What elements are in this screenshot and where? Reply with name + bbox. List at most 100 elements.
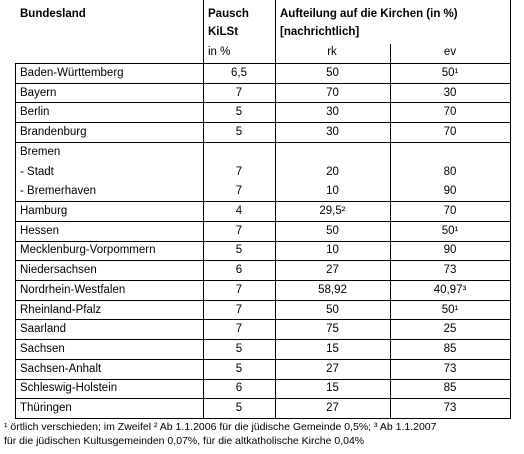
- cell: 29,5²: [319, 204, 346, 217]
- header-state: Bundesland: [20, 8, 86, 20]
- cell: 5: [235, 126, 243, 138]
- row-border: [15, 319, 511, 321]
- column-border: [275, 0, 276, 418]
- header-rate: KiLSt: [208, 26, 239, 38]
- cell: 27: [326, 264, 339, 277]
- row-border: [15, 220, 511, 222]
- cell: 70: [443, 106, 457, 119]
- cell: Brandenburg: [20, 126, 87, 138]
- header-rate: Pausch: [208, 8, 249, 20]
- cell: 7: [235, 323, 243, 336]
- cell: Hamburg: [20, 204, 68, 217]
- header-ev: ev: [443, 46, 457, 58]
- cell: 73: [443, 264, 457, 277]
- cell: 25: [443, 323, 457, 336]
- row-border: [15, 378, 511, 380]
- row-border: [15, 240, 511, 242]
- cell: 6: [235, 264, 243, 277]
- cell: - Bremerhaven: [20, 185, 97, 198]
- row-border: [15, 398, 511, 400]
- cell: 10: [326, 185, 339, 198]
- row-border: [15, 358, 511, 360]
- cell: 50¹: [441, 303, 459, 316]
- row-border: [15, 279, 511, 281]
- cell: 6,5: [231, 66, 247, 79]
- cell: 15: [326, 343, 339, 355]
- row-border: [15, 122, 511, 124]
- row-border: [15, 339, 511, 341]
- cell: Mecklenburg-Vorpommern: [20, 244, 156, 257]
- cell: 50: [326, 66, 339, 79]
- cell: 27: [326, 402, 339, 415]
- column-border: [15, 63, 16, 418]
- cell: 73: [443, 362, 457, 375]
- cell: 7: [235, 165, 243, 178]
- cell: 7: [235, 185, 243, 198]
- cell: Bayern: [20, 86, 57, 99]
- cell: Niedersachsen: [20, 264, 97, 277]
- row-border: [15, 418, 511, 419]
- cell: 7: [235, 303, 243, 316]
- cell: 85: [443, 343, 457, 355]
- cell: 5: [235, 106, 243, 119]
- column-border: [390, 44, 391, 418]
- row-border: [15, 141, 511, 143]
- row-border: [15, 299, 511, 301]
- cell: 7: [235, 283, 243, 296]
- header-rk: rk: [327, 46, 337, 58]
- cell: 5: [235, 244, 243, 257]
- cell: Rheinland-Pfalz: [20, 303, 102, 316]
- cell: 7: [235, 86, 243, 99]
- row-border: [15, 63, 511, 64]
- cell: 75: [326, 323, 339, 336]
- cell: Schleswig-Holstein: [20, 382, 118, 395]
- cell: 85: [443, 382, 457, 395]
- cell: 5: [235, 362, 243, 375]
- cell: 73: [443, 402, 457, 415]
- row-border: [15, 201, 511, 203]
- cell: 5: [235, 402, 243, 415]
- cell: 50: [326, 303, 339, 316]
- footnote: für die jüdischen Kultusgemeinden 0,07%,…: [4, 435, 365, 447]
- cell: Hessen: [20, 224, 59, 237]
- header-split: Aufteilung auf die Kirchen (in %): [280, 8, 458, 20]
- cell: 80: [443, 165, 457, 178]
- cell: 90: [443, 185, 457, 198]
- cell: 58,92: [318, 283, 347, 296]
- cell: Sachsen: [20, 343, 65, 355]
- cell: 4: [235, 204, 243, 217]
- header-split: [nachrichtlich]: [280, 26, 360, 38]
- cell: 30: [326, 106, 339, 119]
- cell: 5: [235, 343, 243, 355]
- cell: 70: [443, 204, 457, 217]
- cell: 40,97³: [433, 283, 467, 296]
- column-border: [510, 0, 511, 418]
- cell: 70: [326, 86, 339, 99]
- cell: Berlin: [20, 106, 50, 119]
- cell: Saarland: [20, 323, 67, 336]
- cell: 27: [326, 362, 339, 375]
- cell: 50¹: [441, 224, 459, 237]
- cell: 30: [326, 126, 339, 138]
- cell: - Stadt: [20, 165, 54, 178]
- cell: Bremen: [20, 145, 61, 158]
- header-unit: in %: [208, 46, 231, 58]
- cell: Nordrhein-Westfalen: [20, 283, 126, 296]
- cell: 20: [326, 165, 339, 178]
- cell: 70: [443, 126, 457, 138]
- cell: 15: [326, 382, 339, 395]
- cell: Thüringen: [20, 402, 72, 415]
- cell: 50¹: [441, 66, 459, 79]
- cell: 90: [443, 244, 457, 257]
- row-border: [15, 102, 511, 104]
- row-border: [15, 82, 511, 84]
- cell: 6: [235, 382, 243, 395]
- cell: Sachsen-Anhalt: [20, 362, 102, 375]
- column-border: [203, 0, 204, 418]
- footnote: ¹ örtlich verschieden; im Zweifel ² Ab 1…: [4, 421, 437, 433]
- cell: 10: [326, 244, 339, 257]
- cell: 30: [443, 86, 457, 99]
- row-border: [15, 260, 511, 262]
- cell: 50: [326, 224, 339, 237]
